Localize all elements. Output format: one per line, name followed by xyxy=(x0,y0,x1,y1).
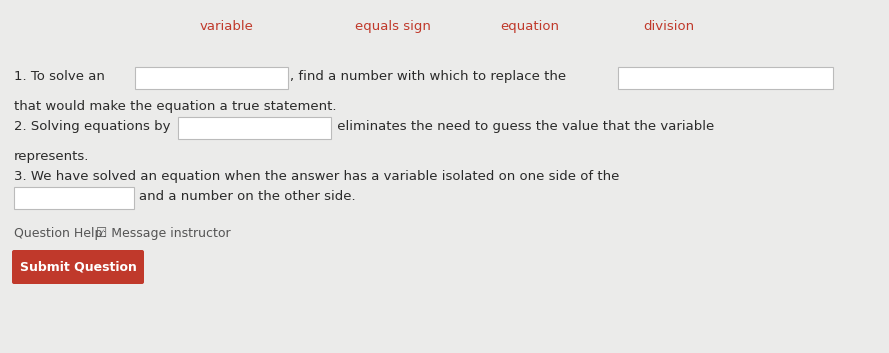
Text: equation: equation xyxy=(500,20,559,33)
FancyBboxPatch shape xyxy=(618,67,833,89)
Text: 2. Solving equations by: 2. Solving equations by xyxy=(14,120,175,133)
FancyBboxPatch shape xyxy=(14,187,134,209)
Text: , find a number with which to replace the: , find a number with which to replace th… xyxy=(290,70,571,83)
FancyBboxPatch shape xyxy=(178,117,331,139)
Text: eliminates the need to guess the value that the variable: eliminates the need to guess the value t… xyxy=(333,120,714,133)
Text: represents.: represents. xyxy=(14,150,90,163)
Text: 1. To solve an: 1. To solve an xyxy=(14,70,109,83)
Text: Question Help:: Question Help: xyxy=(14,227,110,240)
Text: variable: variable xyxy=(200,20,254,33)
Text: and a number on the other side.: and a number on the other side. xyxy=(139,190,356,203)
Text: Submit Question: Submit Question xyxy=(20,261,136,274)
Text: that would make the equation a true statement.: that would make the equation a true stat… xyxy=(14,100,337,113)
Text: division: division xyxy=(643,20,694,33)
FancyBboxPatch shape xyxy=(12,250,144,284)
FancyBboxPatch shape xyxy=(135,67,288,89)
Text: equals sign: equals sign xyxy=(355,20,431,33)
Text: 3. We have solved an equation when the answer has a variable isolated on one sid: 3. We have solved an equation when the a… xyxy=(14,170,620,183)
Text: ☑ Message instructor: ☑ Message instructor xyxy=(96,227,230,240)
